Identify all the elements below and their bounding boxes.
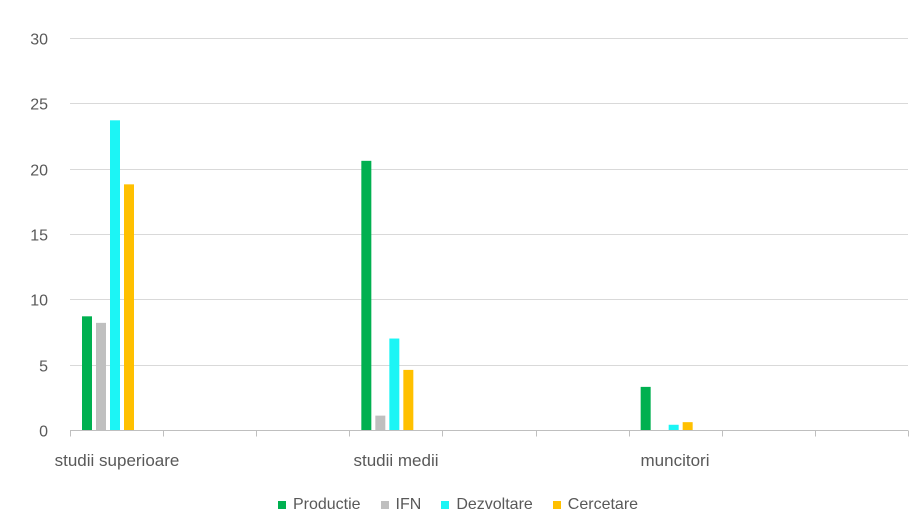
x-category-label: studii superioare xyxy=(55,451,180,470)
y-axis-ticks: 0 5 10 15 20 25 30 xyxy=(30,32,48,441)
y-tick-label: 10 xyxy=(30,293,48,310)
y-tick-label: 25 xyxy=(30,97,48,114)
bar-cercetare-1 xyxy=(124,184,134,430)
legend-swatch xyxy=(552,501,561,509)
legend-swatch xyxy=(441,501,450,509)
legend-item-dezvoltare: Dezvoltare xyxy=(441,496,533,514)
legend-label: Productie xyxy=(292,496,361,513)
x-category-label: studii medii xyxy=(353,451,438,470)
bar-dezvoltare-2 xyxy=(389,338,400,430)
bars xyxy=(82,120,693,430)
legend-label: Dezvoltare xyxy=(456,496,533,513)
bar-productie-1 xyxy=(82,316,92,430)
y-tick-label: 30 xyxy=(30,32,48,49)
bar-dezvoltare-3 xyxy=(668,424,679,430)
legend-swatch xyxy=(277,501,286,509)
bar-productie-3 xyxy=(640,386,651,430)
legend: Productie IFN Dezvoltare Cercetare xyxy=(0,493,916,517)
y-tick-label: 15 xyxy=(30,228,48,245)
y-tick-label: 5 xyxy=(39,359,48,376)
legend-label: IFN xyxy=(395,496,422,513)
y-tick-label: 20 xyxy=(30,163,48,180)
category-labels: studii superioare studii medii muncitori xyxy=(55,451,710,470)
legend-item-productie: Productie xyxy=(277,496,361,514)
bar-cercetare-2 xyxy=(403,369,414,430)
bar-productie-2 xyxy=(361,160,372,430)
legend-label: Cercetare xyxy=(567,496,639,513)
bar-ifn-2 xyxy=(375,415,386,430)
y-tick-label: 0 xyxy=(39,424,48,441)
legend-item-ifn: IFN xyxy=(380,496,422,514)
legend-swatch xyxy=(380,501,389,509)
gridlines xyxy=(70,38,908,366)
bar-dezvoltare-1 xyxy=(110,120,120,430)
bar-cercetare-3 xyxy=(682,422,693,430)
x-category-label: muncitori xyxy=(641,451,710,470)
legend-item-cercetare: Cercetare xyxy=(552,496,639,514)
bar-ifn-1 xyxy=(96,322,106,430)
x-axis xyxy=(70,430,909,437)
